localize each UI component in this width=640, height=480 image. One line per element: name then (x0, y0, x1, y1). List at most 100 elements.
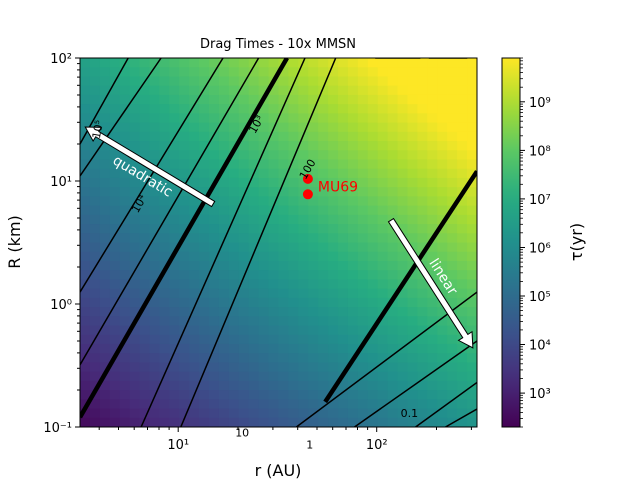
heat-cell (248, 233, 260, 244)
heat-cell (298, 168, 309, 179)
heat-cell (347, 251, 359, 262)
heat-cell (80, 390, 91, 400)
x-axis-ticks: 10¹ 10² (98, 427, 472, 453)
heat-cell (179, 224, 190, 234)
heat-cell (109, 343, 121, 354)
heat-cell (258, 297, 270, 308)
heat-cell (328, 343, 339, 354)
heat-cell (447, 104, 458, 114)
heat-cell (189, 141, 200, 151)
heat-cell (377, 205, 389, 216)
heat-cell (467, 94, 477, 105)
heat-cell (238, 159, 250, 170)
heat-cell (347, 380, 359, 391)
heat-cell (89, 224, 101, 234)
heat-cell (308, 343, 319, 354)
heat-cell (228, 362, 240, 373)
arrow-shape (84, 126, 216, 208)
heat-cell (228, 224, 240, 234)
heat-cell (179, 159, 190, 170)
heat-cell (457, 251, 468, 262)
heat-cell (318, 177, 329, 188)
heat-cell (357, 85, 369, 96)
heat-cell (417, 159, 428, 170)
heat-cell (437, 141, 448, 151)
heat-cell (318, 353, 329, 364)
heat-cell (308, 362, 319, 373)
heat-cell (467, 113, 477, 124)
heat-cell (238, 94, 250, 105)
heat-cell (467, 325, 477, 336)
heat-cell (119, 76, 131, 87)
heat-cell (397, 131, 409, 142)
heat-cell (308, 260, 319, 271)
heat-cell (179, 279, 190, 290)
contour-lines (80, 58, 477, 427)
heat-cell (377, 85, 389, 96)
heat-cell (357, 325, 369, 336)
heat-cell (278, 371, 290, 382)
heat-cell (189, 113, 200, 124)
heat-cell (318, 131, 329, 142)
heat-cell (367, 224, 379, 234)
heat-cell (367, 141, 379, 151)
heat-cell (169, 150, 180, 161)
heat-cell (308, 196, 319, 207)
heat-cell (298, 390, 309, 400)
heat-cell (318, 196, 329, 207)
heat-cell (338, 362, 349, 373)
heat-cell (347, 177, 359, 188)
heat-cell (318, 150, 329, 161)
heat-cell (437, 307, 448, 317)
heat-cell (199, 307, 210, 317)
heat-cell (377, 408, 389, 419)
heat-cell (159, 76, 170, 87)
heat-cell (377, 76, 389, 87)
heat-cell (248, 343, 260, 354)
heat-cell (169, 122, 180, 133)
heat-cell (347, 205, 359, 216)
heat-cell (437, 76, 448, 87)
heat-cell (278, 131, 290, 142)
colorbar-tick-label: 10⁸ (529, 144, 551, 159)
heat-cell (298, 150, 309, 161)
heat-cell (467, 343, 477, 354)
heat-cell (179, 214, 190, 225)
heat-cell (238, 141, 250, 151)
heat-cell (119, 67, 131, 78)
heat-cell (258, 288, 270, 299)
heat-cell (367, 76, 379, 87)
heat-cell (328, 408, 339, 419)
heat-cell (268, 307, 280, 317)
heat-cell (149, 58, 161, 68)
heat-cell (437, 168, 448, 179)
heat-cell (397, 371, 409, 382)
heat-cell (169, 205, 180, 216)
heat-cell (199, 417, 210, 427)
heat-cell (189, 67, 200, 78)
heat-cell (318, 85, 329, 96)
heat-cell (367, 270, 379, 280)
heat-cell (298, 242, 309, 253)
heat-cell (308, 371, 319, 382)
heat-cell (357, 242, 369, 253)
heat-cell (228, 104, 240, 114)
heat-cell (199, 242, 210, 253)
heat-cell (457, 288, 468, 299)
heat-cell (268, 85, 280, 96)
heat-cell (407, 122, 419, 133)
heat-cell (457, 242, 468, 253)
heat-cell (109, 408, 121, 419)
heat-cell (387, 362, 399, 373)
heat-cell (377, 380, 389, 391)
heat-cell (318, 58, 329, 68)
heat-cell (159, 279, 170, 290)
heat-cell (397, 76, 409, 87)
heat-cell (457, 279, 468, 290)
heat-cell (119, 159, 131, 170)
heat-cell (467, 242, 477, 253)
heat-cell (169, 168, 180, 179)
heat-cell (357, 233, 369, 244)
heat-cell (338, 205, 349, 216)
heat-cell (159, 67, 170, 78)
